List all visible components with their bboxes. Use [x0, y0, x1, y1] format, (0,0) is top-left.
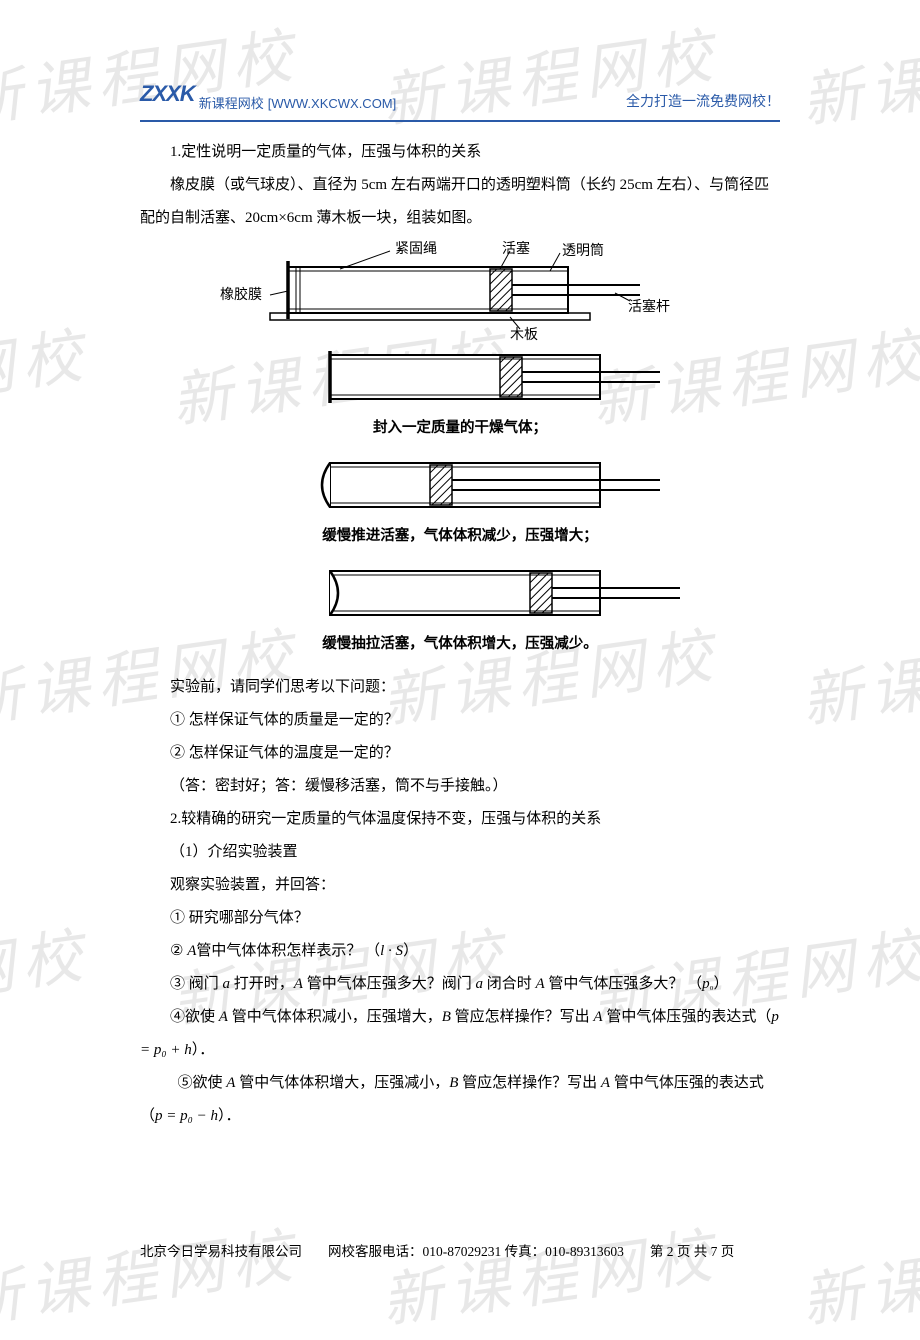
label-rope: 紧固绳: [395, 241, 437, 257]
answer-line: （答：密封好；答：缓慢移活塞，筒不与手接触。）: [140, 770, 780, 803]
question-3: ① 研究哪部分气体？: [140, 902, 780, 935]
question-1: ① 怎样保证气体的质量是一定的？: [140, 704, 780, 737]
body-line-1: 1.定性说明一定质量的气体，压强与体积的关系: [140, 136, 780, 169]
watermark: 新课程网校: [796, 1207, 920, 1340]
watermark: 新课程网校: [376, 1207, 725, 1340]
body-line-3: 实验前，请同学们思考以下问题：: [140, 671, 780, 704]
question-6: ④欲使 A 管中气体体积减小，压强增大，B 管应怎样操作？写出 A 管中气体压强…: [140, 1001, 780, 1067]
label-rod: 活塞杆: [628, 298, 670, 315]
caption-3: 缓慢抽拉活塞，气体体积增大，压强减少。: [140, 629, 780, 661]
logo-block: ZXXK 新课程网校 [WWW.XKCWX.COM]: [140, 70, 396, 118]
diagram-4: [320, 563, 740, 623]
page-header: ZXXK 新课程网校 [WWW.XKCWX.COM] 全力打造一流免费网校！: [140, 70, 780, 122]
label-board: 木板: [510, 327, 538, 341]
diagram-2: [320, 347, 740, 407]
body-line-6: 观察实验装置，并回答：: [140, 869, 780, 902]
watermark: 新课程网校: [0, 1207, 304, 1340]
label-tube: 透明筒: [562, 242, 604, 259]
site-url: [WWW.XKCWX.COM]: [268, 90, 397, 119]
label-membrane: 橡胶膜: [220, 286, 262, 303]
diagram-1: 紧固绳 活塞 透明筒 橡胶膜 木板 活塞杆: [210, 241, 710, 341]
question-2: ② 怎样保证气体的温度是一定的？: [140, 737, 780, 770]
page-footer: 北京今日学易科技有限公司 网校客服电话：010-87029231 传真：010-…: [140, 1240, 800, 1260]
question-4: ② A管中气体体积怎样表示？ （l · S）: [140, 935, 780, 968]
question-7: ⑤欲使 A 管中气体体积增大，压强减小，B 管应怎样操作？写出 A 管中气体压强…: [140, 1067, 780, 1133]
diagram-3: [320, 455, 740, 515]
body-line-2: 橡皮膜（或气球皮）、直径为 5cm 左右两端开口的透明塑料筒（长约 25cm 左…: [140, 169, 780, 235]
question-5: ③ 阀门 a 打开时，A 管中气体压强多大？阀门 a 闭合时 A 管中气体压强多…: [140, 968, 780, 1001]
body-line-4: 2.较精确的研究一定质量的气体温度保持不变，压强与体积的关系: [140, 803, 780, 836]
caption-1: 封入一定质量的干燥气体；: [140, 413, 780, 445]
footer-page: 第 2 页 共 7 页: [650, 1240, 734, 1260]
caption-2: 缓慢推进活塞，气体体积减少，压强增大；: [140, 521, 780, 553]
site-label: 新课程网校: [199, 90, 264, 119]
body-line-5: （1）介绍实验装置: [140, 836, 780, 869]
logo-text: ZXXK: [140, 70, 195, 118]
footer-company: 北京今日学易科技有限公司: [140, 1240, 302, 1260]
header-slogan: 全力打造一流免费网校！: [626, 88, 780, 119]
footer-service: 网校客服电话：010-87029231 传真：010-89313603: [328, 1240, 624, 1260]
page-content: ZXXK 新课程网校 [WWW.XKCWX.COM] 全力打造一流免费网校！ 1…: [0, 0, 920, 1173]
label-piston: 活塞: [502, 241, 530, 257]
